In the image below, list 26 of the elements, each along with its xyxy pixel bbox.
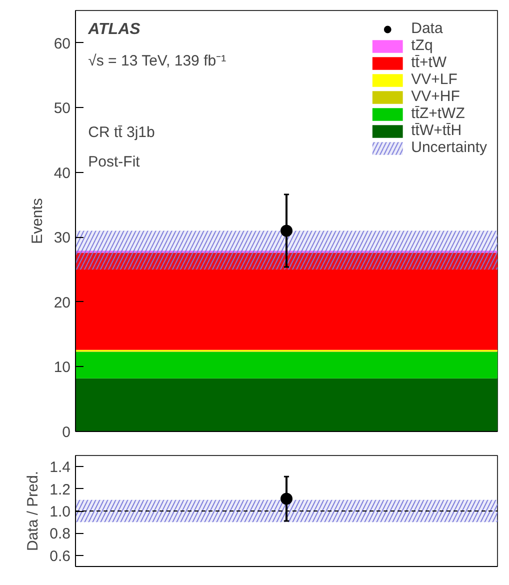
legend-label: Data bbox=[411, 20, 443, 37]
y-tick-label: 1.4 bbox=[50, 459, 71, 476]
legend-label: tt̄+tW bbox=[411, 54, 447, 71]
y-tick-label: 50 bbox=[54, 100, 71, 118]
y-tick-label: 30 bbox=[54, 230, 71, 247]
y-tick-label: 20 bbox=[54, 294, 71, 312]
legend-label: tZq bbox=[411, 37, 433, 54]
y-axis-title: Events bbox=[28, 198, 46, 244]
legend-label: tt̄Z+tWZ bbox=[411, 105, 465, 122]
legend-label: VV+LF bbox=[411, 71, 458, 88]
y-tick-label: 10 bbox=[54, 359, 71, 376]
y-tick-label: 1.2 bbox=[50, 481, 71, 498]
legend-label: Uncertainty bbox=[411, 139, 487, 156]
y-axis-title: Data / Pred. bbox=[24, 470, 42, 552]
y-tick-label: 0.8 bbox=[50, 526, 71, 543]
legend-label: tt̄W+tt̄H bbox=[411, 122, 462, 139]
y-tick-label: 0.6 bbox=[50, 548, 71, 565]
y-tick-label: 40 bbox=[54, 164, 71, 182]
annotation: ATLAS bbox=[87, 20, 141, 38]
annotation: Post-Fit bbox=[88, 154, 141, 171]
y-tick-label: 60 bbox=[54, 35, 71, 52]
y-tick-label: 1.0 bbox=[50, 504, 71, 520]
legend-label: VV+HF bbox=[411, 88, 460, 105]
y-tick-label: 0 bbox=[62, 424, 70, 441]
annotation: √s = 13 TeV, 139 fb⁻¹ bbox=[88, 52, 226, 70]
annotation: CR tt̄ 3j1b bbox=[88, 124, 155, 142]
